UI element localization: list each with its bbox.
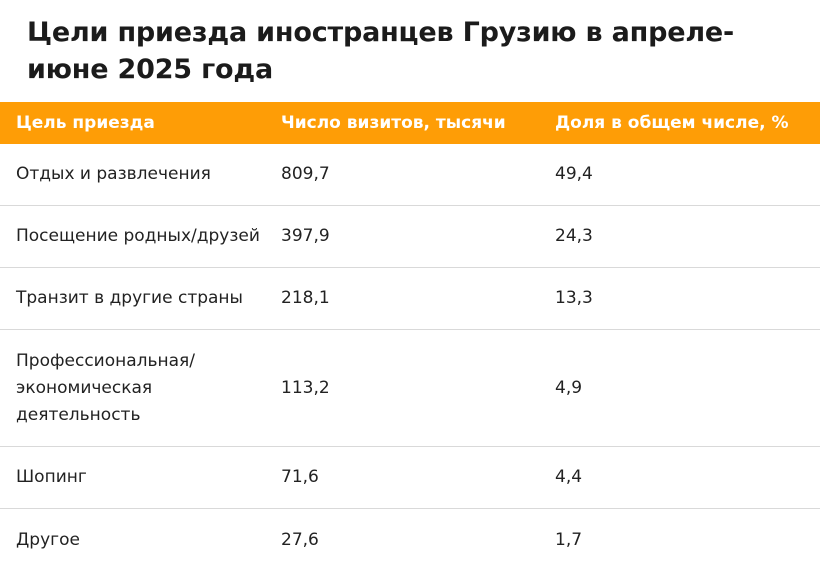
table-row: Посещение родных/друзей 397,9 24,3 bbox=[0, 206, 820, 268]
table-header: Цель приезда Число визитов, тысячи Доля … bbox=[0, 102, 820, 144]
table-row: Шопинг 71,6 4,4 bbox=[0, 447, 820, 509]
cell-visits: 397,9 bbox=[281, 206, 555, 268]
header-row: Цель приезда Число визитов, тысячи Доля … bbox=[0, 102, 820, 144]
table-body: Отдых и развлечения 809,7 49,4 Посещение… bbox=[0, 144, 820, 571]
header-share: Доля в общем числе, % bbox=[555, 102, 820, 144]
cell-purpose: Отдых и развлечения bbox=[0, 144, 281, 206]
cell-visits: 27,6 bbox=[281, 509, 555, 571]
cell-purpose: Транзит в другие страны bbox=[0, 268, 281, 330]
header-visits: Число визитов, тысячи bbox=[281, 102, 555, 144]
cell-share: 1,7 bbox=[555, 509, 820, 571]
cell-purpose: Другое bbox=[0, 509, 281, 571]
data-table: Цель приезда Число визитов, тысячи Доля … bbox=[0, 102, 820, 571]
table-row: Отдых и развлечения 809,7 49,4 bbox=[0, 144, 820, 206]
table-row: Профессиональная/ экономическая деятельн… bbox=[0, 330, 820, 447]
cell-share: 49,4 bbox=[555, 144, 820, 206]
table-row: Другое 27,6 1,7 bbox=[0, 509, 820, 571]
cell-visits: 113,2 bbox=[281, 330, 555, 447]
cell-share: 4,4 bbox=[555, 447, 820, 509]
header-purpose: Цель приезда bbox=[0, 102, 281, 144]
cell-visits: 809,7 bbox=[281, 144, 555, 206]
cell-purpose: Посещение родных/друзей bbox=[0, 206, 281, 268]
cell-purpose: Профессиональная/ экономическая деятельн… bbox=[0, 330, 281, 447]
cell-share: 24,3 bbox=[555, 206, 820, 268]
cell-visits: 71,6 bbox=[281, 447, 555, 509]
cell-purpose: Шопинг bbox=[0, 447, 281, 509]
cell-visits: 218,1 bbox=[281, 268, 555, 330]
cell-share: 13,3 bbox=[555, 268, 820, 330]
table-title: Цели приезда иностранцев Грузию в апреле… bbox=[27, 14, 787, 88]
cell-share: 4,9 bbox=[555, 330, 820, 447]
table-row: Транзит в другие страны 218,1 13,3 bbox=[0, 268, 820, 330]
